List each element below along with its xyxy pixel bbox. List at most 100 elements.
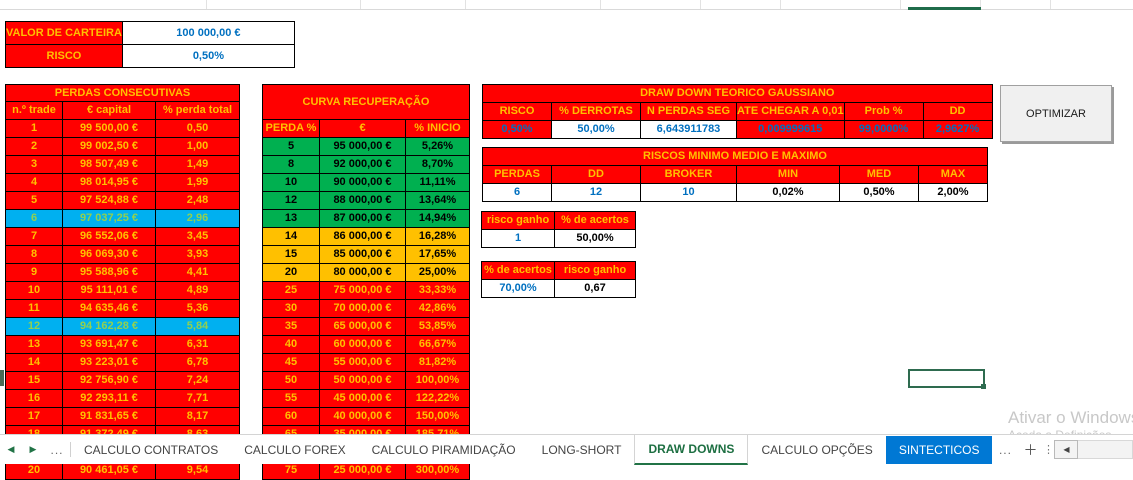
curva-cell-eur[interactable]: 87 000,00 €	[319, 209, 406, 228]
curva-cell-eur[interactable]: 50 000,00 €	[319, 371, 406, 390]
table-row[interactable]: 1 99 500,00 €0,50	[5, 119, 240, 138]
table-row[interactable]: 11 94 635,46 €5,36	[5, 299, 240, 318]
active-cell-selection[interactable]	[908, 369, 986, 389]
table-row[interactable]: 60 40 000,00 €150,00%	[262, 407, 470, 426]
riscos-value-max[interactable]: 2,00%	[918, 183, 988, 202]
curva-cell-perda[interactable]: 15	[262, 245, 320, 264]
table-row[interactable]: 16 92 293,11 €7,71	[5, 389, 240, 408]
table-row[interactable]: 12 94 162,28 €5,84	[5, 317, 240, 336]
rg2-value-acertos[interactable]: 70,00%	[481, 279, 555, 298]
perdas-cell-capital[interactable]: 96 069,30 €	[62, 245, 156, 264]
curva-cell-perda[interactable]: 50	[262, 371, 320, 390]
perdas-cell-trade[interactable]: 17	[5, 407, 63, 426]
optimizar-button[interactable]: OPTIMIZAR	[1000, 85, 1112, 142]
table-row[interactable]: 6 97 037,25 €2,96	[5, 209, 240, 228]
table-row[interactable]: 9 95 588,96 €4,41	[5, 263, 240, 282]
table-row[interactable]: 30 70 000,00 €42,86%	[262, 299, 470, 318]
table-row[interactable]: 45 55 000,00 €81,82%	[262, 353, 470, 372]
perdas-cell-capital[interactable]: 99 500,00 €	[62, 119, 156, 138]
perdas-cell-capital[interactable]: 97 524,88 €	[62, 191, 156, 210]
curva-cell-inicio[interactable]: 25,00%	[405, 263, 470, 282]
curva-cell-eur[interactable]: 70 000,00 €	[319, 299, 406, 318]
table-row[interactable]: 15 92 756,90 €7,24	[5, 371, 240, 390]
curva-cell-perda[interactable]: 40	[262, 335, 320, 354]
perdas-cell-perda[interactable]: 6,31	[155, 335, 240, 354]
perdas-cell-trade[interactable]: 13	[5, 335, 63, 354]
curva-cell-inicio[interactable]: 53,85%	[405, 317, 470, 336]
perdas-cell-trade[interactable]: 10	[5, 281, 63, 300]
perdas-cell-capital[interactable]: 95 111,01 €	[62, 281, 156, 300]
perdas-cell-capital[interactable]: 95 588,96 €	[62, 263, 156, 282]
curva-cell-eur[interactable]: 95 000,00 €	[319, 137, 406, 156]
curva-cell-inicio[interactable]: 122,22%	[405, 389, 470, 408]
perdas-cell-capital[interactable]: 94 635,46 €	[62, 299, 156, 318]
curva-cell-inicio[interactable]: 150,00%	[405, 407, 470, 426]
ddteo-value-dd[interactable]: 2,9627%	[922, 120, 993, 139]
curva-cell-inicio[interactable]: 66,67%	[405, 335, 470, 354]
curva-cell-inicio[interactable]: 17,65%	[405, 245, 470, 264]
curva-cell-eur[interactable]: 92 000,00 €	[319, 155, 406, 174]
perdas-cell-capital[interactable]: 97 037,25 €	[62, 209, 156, 228]
table-row[interactable]: 35 65 000,00 €53,85%	[262, 317, 470, 336]
table-row[interactable]: 3 98 507,49 €1,49	[5, 155, 240, 174]
curva-cell-eur[interactable]: 90 000,00 €	[319, 173, 406, 192]
ddteo-value-risco[interactable]: 0,50%	[482, 120, 552, 139]
perdas-cell-perda[interactable]: 0,50	[155, 119, 240, 138]
sheet-tab-long-short[interactable]: LONG-SHORT	[541, 442, 622, 457]
perdas-cell-capital[interactable]: 99 002,50 €	[62, 137, 156, 156]
perdas-cell-perda[interactable]: 2,48	[155, 191, 240, 210]
riscos-value-dd[interactable]: 12	[551, 183, 641, 202]
curva-cell-inicio[interactable]: 5,26%	[405, 137, 470, 156]
perdas-cell-perda[interactable]: 1,49	[155, 155, 240, 174]
curva-cell-perda[interactable]: 25	[262, 281, 320, 300]
riscos-value-min[interactable]: 0,02%	[736, 183, 840, 202]
perdas-cell-perda[interactable]: 5,36	[155, 299, 240, 318]
curva-cell-perda[interactable]: 5	[262, 137, 320, 156]
riscos-value-med[interactable]: 0,50%	[839, 183, 919, 202]
perdas-cell-trade[interactable]: 3	[5, 155, 63, 174]
rg1-value-risco-ganho[interactable]: 1	[481, 229, 555, 248]
curva-cell-eur[interactable]: 75 000,00 €	[319, 281, 406, 300]
perdas-cell-trade[interactable]: 14	[5, 353, 63, 372]
perdas-cell-perda[interactable]: 3,45	[155, 227, 240, 246]
table-row[interactable]: 14 93 223,01 €6,78	[5, 353, 240, 372]
curva-cell-eur[interactable]: 45 000,00 €	[319, 389, 406, 408]
perdas-cell-perda[interactable]: 8,17	[155, 407, 240, 426]
table-row[interactable]: 17 91 831,65 €8,17	[5, 407, 240, 426]
perdas-cell-capital[interactable]: 91 831,65 €	[62, 407, 156, 426]
horizontal-scroll-left-icon[interactable]: ◀	[1054, 440, 1079, 459]
perdas-cell-capital[interactable]: 92 293,11 €	[62, 389, 156, 408]
perdas-cell-trade[interactable]: 6	[5, 209, 63, 228]
curva-cell-perda[interactable]: 55	[262, 389, 320, 408]
perdas-cell-capital[interactable]: 96 552,06 €	[62, 227, 156, 246]
sheet-tab-draw-downs[interactable]: DRAW DOWNS	[634, 434, 749, 465]
table-row[interactable]: 7 96 552,06 €3,45	[5, 227, 240, 246]
perdas-cell-perda[interactable]: 4,89	[155, 281, 240, 300]
table-row[interactable]: 4 98 014,95 €1,99	[5, 173, 240, 192]
table-row[interactable]: 20 80 000,00 €25,00%	[262, 263, 470, 282]
perdas-cell-trade[interactable]: 11	[5, 299, 63, 318]
curva-cell-eur[interactable]: 88 000,00 €	[319, 191, 406, 210]
table-row[interactable]: 25 75 000,00 €33,33%	[262, 281, 470, 300]
perdas-cell-trade[interactable]: 9	[5, 263, 63, 282]
sheet-tab-calculo-contratos[interactable]: CALCULO CONTRATOS	[84, 442, 219, 457]
table-row[interactable]: 40 60 000,00 €66,67%	[262, 335, 470, 354]
horizontal-scrollbar-track[interactable]	[1078, 440, 1133, 459]
curva-cell-perda[interactable]: 8	[262, 155, 320, 174]
riscos-value-broker[interactable]: 10	[640, 183, 737, 202]
table-row[interactable]: 5 95 000,00 €5,26%	[262, 137, 470, 156]
curva-cell-inicio[interactable]: 100,00%	[405, 371, 470, 390]
table-row[interactable]: 8 92 000,00 €8,70%	[262, 155, 470, 174]
table-row[interactable]: 55 45 000,00 €122,22%	[262, 389, 470, 408]
table-row[interactable]: 5 97 524,88 €2,48	[5, 191, 240, 210]
fill-handle[interactable]	[981, 384, 986, 389]
curva-cell-inicio[interactable]: 11,11%	[405, 173, 470, 192]
curva-cell-eur[interactable]: 86 000,00 €	[319, 227, 406, 246]
perdas-cell-capital[interactable]: 92 756,90 €	[62, 371, 156, 390]
sheet-tab-calculo-forex[interactable]: CALCULO FOREX	[244, 442, 346, 457]
table-row[interactable]: 13 93 691,47 €6,31	[5, 335, 240, 354]
curva-cell-inicio[interactable]: 33,33%	[405, 281, 470, 300]
ddteo-value-derrotas[interactable]: 50,00%	[551, 120, 641, 139]
add-sheet-icon[interactable]: ＋	[1023, 441, 1038, 458]
